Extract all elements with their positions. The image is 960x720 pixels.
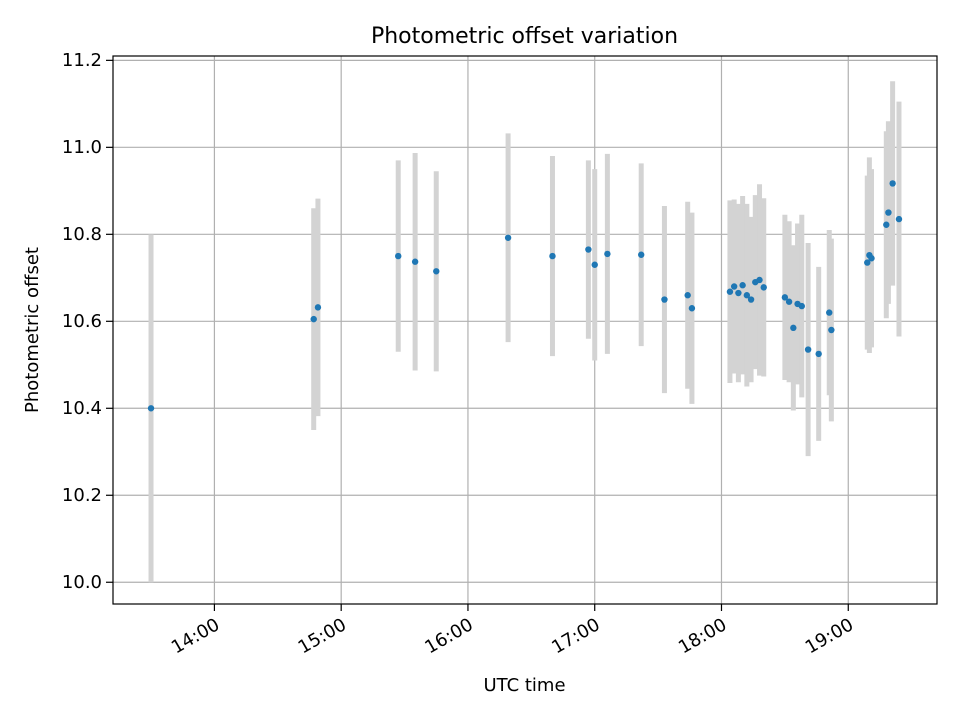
chart-title: Photometric offset variation	[371, 24, 678, 49]
data-point	[864, 259, 871, 266]
data-point	[883, 221, 890, 228]
data-point	[743, 292, 751, 299]
data-point	[638, 251, 645, 258]
data-point	[310, 315, 317, 323]
data-point	[798, 302, 805, 310]
y-tick-label: 10.8	[62, 224, 102, 245]
data-point	[756, 276, 763, 284]
data-point	[804, 346, 812, 353]
y-tick-label: 10.2	[62, 485, 102, 506]
data-point	[828, 326, 835, 334]
y-tick-label: 11.2	[62, 50, 102, 71]
data-point	[815, 350, 822, 358]
data-point	[889, 180, 896, 187]
data-point	[411, 258, 419, 265]
data-point	[604, 250, 611, 258]
y-tick-label: 10.0	[62, 572, 102, 593]
data-point	[790, 324, 797, 332]
data-point	[585, 246, 592, 253]
data-point	[726, 288, 734, 295]
data-point	[760, 284, 767, 291]
data-point	[735, 289, 742, 297]
data-point	[868, 255, 875, 262]
y-tick-label: 11.0	[62, 137, 102, 158]
data-point	[504, 234, 512, 241]
plot-frame	[112, 55, 938, 605]
data-point	[688, 305, 696, 312]
data-point	[591, 261, 598, 268]
y-tick-label: 10.4	[62, 398, 102, 419]
data-points	[147, 180, 903, 412]
y-axis-ticks: 10.0 10.2 10.4 10.6 10.8 11.0 11.2	[62, 50, 113, 593]
data-point	[785, 298, 793, 305]
data-point	[684, 292, 691, 299]
data-point	[747, 296, 755, 303]
y-axis-label: Photometric offset	[22, 247, 43, 413]
data-point	[661, 296, 668, 303]
data-point	[781, 294, 789, 301]
data-point	[885, 209, 892, 216]
data-point	[395, 252, 402, 260]
data-point	[826, 309, 833, 316]
data-point	[730, 283, 738, 290]
data-point	[549, 252, 556, 260]
data-point	[314, 304, 322, 311]
data-point	[739, 282, 746, 289]
data-point	[433, 268, 440, 275]
y-tick-label: 10.6	[62, 311, 102, 332]
x-axis-label: UTC time	[483, 675, 565, 696]
data-point	[147, 405, 155, 412]
data-point	[895, 215, 903, 223]
